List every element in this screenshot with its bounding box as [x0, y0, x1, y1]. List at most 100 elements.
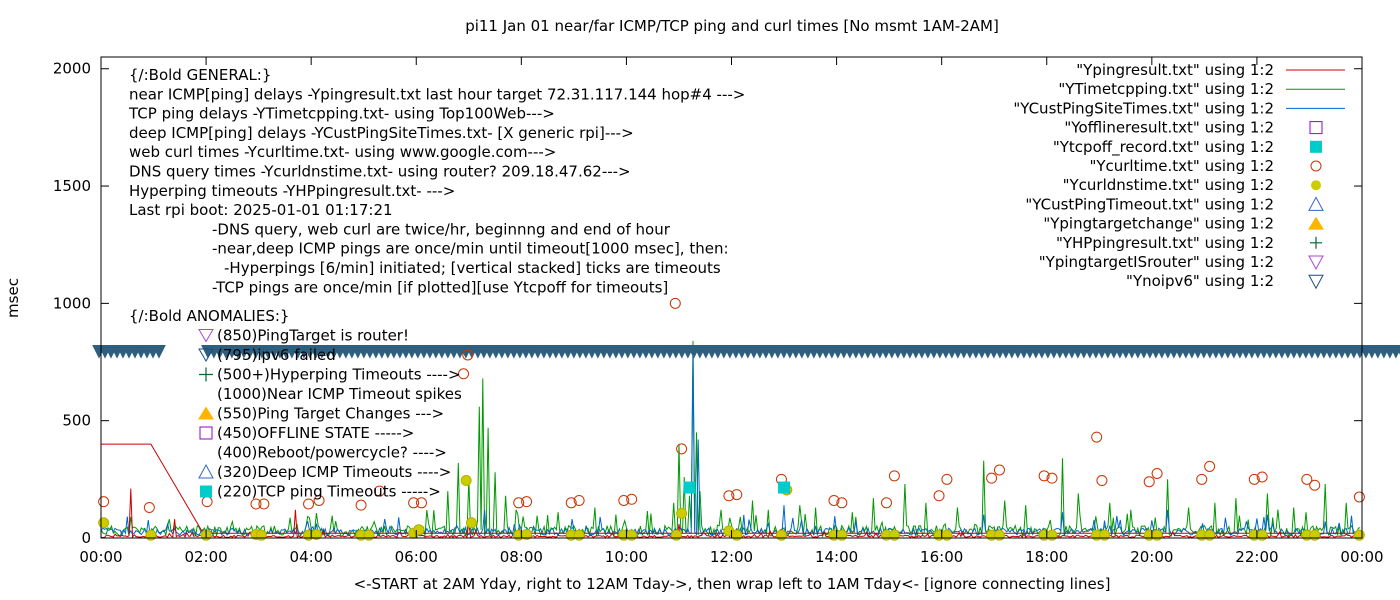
legend-item: "Ycurltime.txt" using 1:2 [1089, 157, 1322, 175]
legend-label: "Ypingresult.txt" using 1:2 [1076, 61, 1274, 79]
dns-time-point [731, 529, 743, 541]
annotation-anomaly-line: (320)Deep ICMP Timeouts ----> [217, 463, 451, 481]
legend-circle-filled-icon [1311, 180, 1321, 191]
curl-time-point [1301, 473, 1313, 485]
annotation-general-line: near ICMP[ping] delays -Ypingresult.txt … [129, 85, 745, 103]
legend-label: "YTimetcpping.txt" using 1:2 [1058, 80, 1274, 98]
legend-triangle-up-open-icon [1308, 196, 1324, 211]
legend-square-filled-icon [1310, 140, 1322, 153]
legend-item: "YTimetcpping.txt" using 1:2 [1058, 80, 1345, 98]
curl-time-point [880, 497, 892, 509]
legend-plus-icon [1310, 236, 1322, 249]
series-line-near-icmp [101, 443, 1362, 534]
dns-time-point [1046, 529, 1058, 541]
curl-time-point [373, 485, 385, 497]
curl-time-point [1309, 479, 1321, 491]
curl-time-point [669, 297, 681, 309]
curl-time-point [888, 470, 900, 482]
deep-timeout-triangle-icon [198, 463, 214, 479]
legend-label: "Ytcpoff_record.txt" using 1:2 [1053, 138, 1274, 157]
tcp-timeout-point [683, 481, 696, 494]
curl-time-point [521, 496, 533, 508]
y-tick-label: 1000 [53, 294, 91, 312]
curl-time-point [1151, 467, 1163, 479]
annotation-anomaly-line: (500+)Hyperping Timeouts ----> [217, 366, 461, 384]
annotation-general-line: -Hyperpings [6/min] initiated; [vertical… [224, 259, 721, 277]
dns-time-point [993, 529, 1005, 541]
x-tick-label: 08:00 [500, 548, 543, 566]
ipv6-failed-marker [1395, 344, 1400, 355]
curl-time-point [1353, 491, 1365, 503]
annotation-anomaly-line: (220)TCP ping Timeouts -----> [217, 483, 441, 501]
curl-time-point [941, 473, 953, 485]
x-tick-label: 12:00 [710, 548, 753, 566]
dns-time-point [255, 529, 267, 541]
curl-time-point [250, 498, 262, 510]
dns-time-point [363, 529, 375, 541]
x-tick-label: 00:00 [79, 548, 122, 566]
curl-time-point [573, 494, 585, 506]
curl-time-point [1096, 475, 1108, 487]
x-tick-label: 16:00 [920, 548, 963, 566]
legend-item: "YpingtargetISrouter" using 1:2 [1039, 253, 1324, 271]
dns-time-point [98, 517, 110, 529]
legend-label: "YHPpingresult.txt" using 1:2 [1056, 234, 1274, 252]
dns-time-point [145, 529, 157, 541]
y-tick-label: 500 [62, 412, 91, 430]
x-tick-label: 18:00 [1025, 548, 1068, 566]
legend-item: "YCustPingTimeout.txt" using 1:2 [1025, 195, 1324, 213]
legend-label: "YpingtargetISrouter" using 1:2 [1039, 253, 1274, 271]
ipv6-failed-marker [152, 344, 166, 359]
dns-time-point [676, 507, 688, 519]
dns-time-point [626, 529, 638, 541]
legend-label: "Ycurldnstime.txt" using 1:2 [1063, 176, 1274, 194]
curl-time-point [565, 497, 577, 509]
curl-time-point [201, 496, 213, 508]
hyperping-plus-icon [199, 367, 213, 382]
curl-time-point [993, 464, 1005, 476]
curl-time-point [626, 493, 638, 505]
annotation-general-line: -DNS query, web curl are twice/hr, begin… [212, 220, 671, 238]
legend-label: "YCustPingSiteTimes.txt" using 1:2 [1013, 99, 1274, 117]
curl-time-point [1256, 471, 1268, 483]
annotation-general-line: -TCP pings are once/min [if plotted][use… [212, 278, 668, 296]
x-tick-label: 10:00 [605, 548, 648, 566]
curl-time-point [458, 368, 470, 380]
legend-item: "YCustPingSiteTimes.txt" using 1:2 [1013, 99, 1345, 117]
annotation-general-line: {/:Bold GENERAL:} [129, 66, 271, 84]
dns-time-point [413, 524, 425, 536]
curl-time-point [1038, 470, 1050, 482]
curl-time-point [1091, 431, 1103, 443]
curl-time-point [828, 494, 840, 506]
ipv6-band-run-right [201, 344, 1400, 359]
annotation-general-line: Last rpi boot: 2025-01-01 01:17:21 [129, 201, 393, 219]
curl-time-point [98, 496, 110, 508]
curl-time-point [1248, 473, 1260, 485]
curl-time-point [416, 497, 428, 509]
ipv6-failed-band [92, 344, 1400, 359]
curl-time-point [986, 472, 998, 484]
x-tick-label: 00:00 [1340, 548, 1383, 566]
annotation-anomaly-line: (450)OFFLINE STATE -----> [217, 424, 414, 442]
legend-label: "Ycurltime.txt" using 1:2 [1089, 157, 1274, 175]
dns-time-point [460, 475, 472, 487]
curl-time-point [618, 494, 630, 506]
tcp-timeout-square-icon [200, 485, 212, 498]
y-tick-label: 1500 [53, 177, 91, 195]
curl-time-point [313, 494, 325, 506]
legend-item: "YHPpingresult.txt" using 1:2 [1056, 234, 1322, 252]
legend-label: "Yofflineresult.txt" using 1:2 [1064, 119, 1274, 137]
annotation-general-line: Hyperping timeouts -YHPpingresult.txt- -… [129, 182, 455, 200]
annotation-general-line: deep ICMP[ping] delays -YCustPingSiteTim… [129, 124, 634, 142]
annotation-general-line: web curl times -Ycurltime.txt- using www… [129, 143, 556, 161]
router-triangle-icon [198, 329, 214, 343]
tcp-timeout-point [778, 481, 791, 494]
curl-time-point [723, 490, 735, 502]
curl-time-point [408, 497, 420, 509]
curl-time-point [1204, 460, 1216, 472]
legend-item: "Ypingtargetchange" using 1:2 [1043, 215, 1324, 233]
curl-time-point [513, 497, 525, 509]
x-tick-label: 02:00 [184, 548, 227, 566]
annotation-anomaly-line: (795)ipv6 failed [217, 346, 336, 364]
